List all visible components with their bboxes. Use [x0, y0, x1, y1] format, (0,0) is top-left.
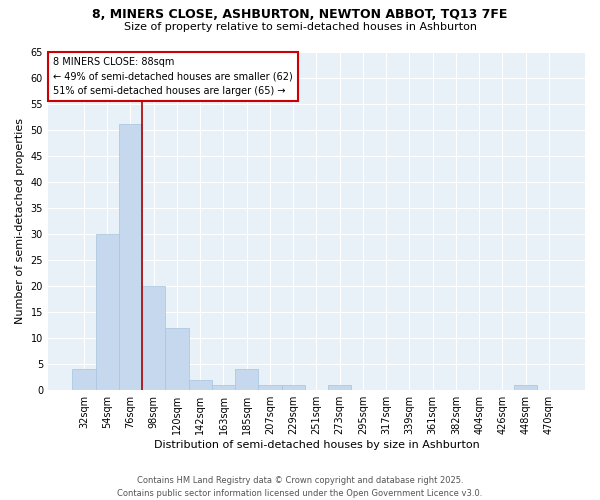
Bar: [514, 385, 538, 390]
Bar: [212, 385, 235, 390]
Y-axis label: Number of semi-detached properties: Number of semi-detached properties: [15, 118, 25, 324]
Bar: [119, 124, 142, 390]
Bar: [235, 370, 259, 390]
Bar: [166, 328, 188, 390]
Bar: [259, 385, 281, 390]
Bar: [281, 385, 305, 390]
Bar: [95, 234, 119, 390]
Bar: [328, 385, 352, 390]
Bar: [188, 380, 212, 390]
Text: 8 MINERS CLOSE: 88sqm
← 49% of semi-detached houses are smaller (62)
51% of semi: 8 MINERS CLOSE: 88sqm ← 49% of semi-deta…: [53, 56, 293, 96]
Text: Contains HM Land Registry data © Crown copyright and database right 2025.
Contai: Contains HM Land Registry data © Crown c…: [118, 476, 482, 498]
X-axis label: Distribution of semi-detached houses by size in Ashburton: Distribution of semi-detached houses by …: [154, 440, 479, 450]
Text: Size of property relative to semi-detached houses in Ashburton: Size of property relative to semi-detach…: [124, 22, 476, 32]
Bar: [73, 370, 95, 390]
Bar: [142, 286, 166, 390]
Text: 8, MINERS CLOSE, ASHBURTON, NEWTON ABBOT, TQ13 7FE: 8, MINERS CLOSE, ASHBURTON, NEWTON ABBOT…: [92, 8, 508, 20]
